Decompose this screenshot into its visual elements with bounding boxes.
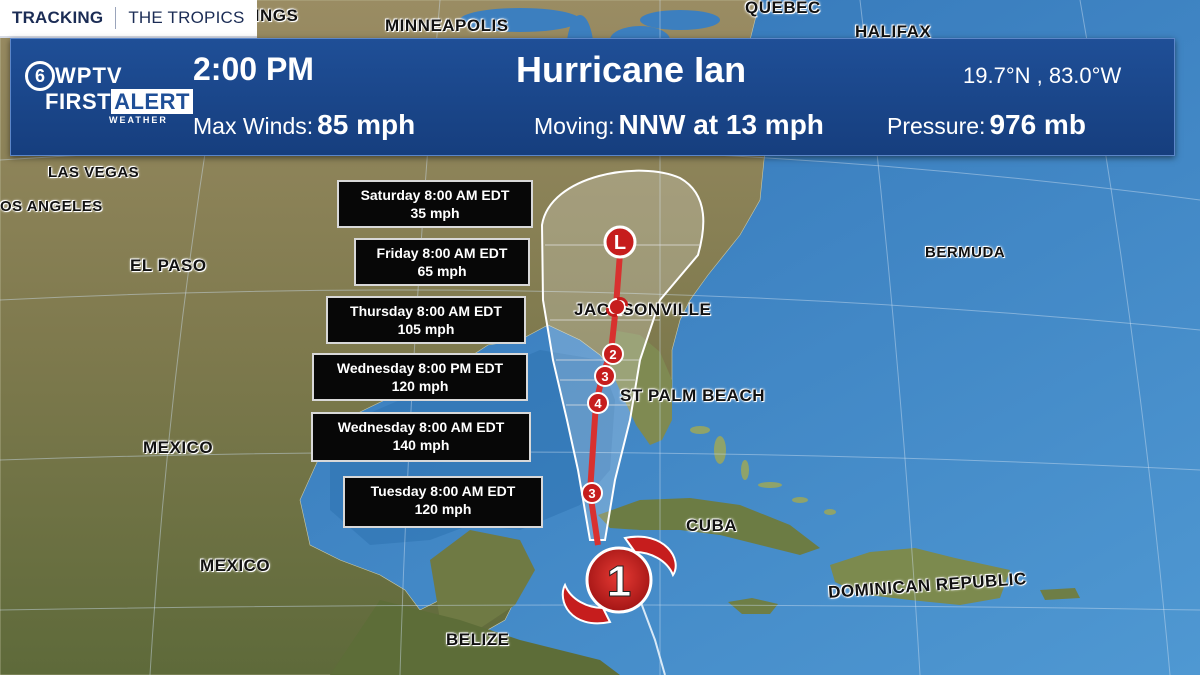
storm-coordinates: 19.7°N , 83.0°W: [963, 63, 1122, 88]
moving-value: NNW at 13 mph: [618, 109, 824, 140]
section-label: THE TROPICS: [128, 8, 245, 27]
movement: Moving: NNW at 13 mph: [534, 109, 824, 141]
channel-logo-icon: 6: [25, 61, 55, 91]
cuba-land: [598, 498, 820, 555]
forecast-speed: 105 mph: [397, 321, 455, 337]
weather-wordmark: WEATHER: [109, 115, 168, 125]
forecast-speed: 35 mph: [410, 205, 460, 221]
forecast-box-wednesday-pm: Wednesday 8:00 PM EDT 120 mph: [312, 353, 528, 401]
forecast-time: Thursday 8:00 AM EDT: [350, 303, 502, 319]
hispaniola-land: [830, 548, 1010, 605]
moving-label: Moving:: [534, 113, 615, 139]
forecast-speed: 65 mph: [417, 263, 467, 279]
map-label-mexico-south: MEXICO: [200, 556, 271, 575]
map-label-halifax: HALIFAX: [855, 22, 932, 41]
forecast-cat-wed-am: 4: [594, 396, 602, 411]
storm-name: Hurricane Ian: [516, 49, 747, 90]
forecast-time: Tuesday 8:00 AM EDT: [370, 483, 516, 499]
map-label-los-angeles: OS ANGELES: [0, 198, 103, 215]
pressure-label: Pressure:: [887, 113, 986, 139]
current-hurricane-icon: 1: [561, 535, 677, 625]
map-label-las-vegas: LAS VEGAS: [48, 164, 140, 181]
station-call-sign: WPTV: [55, 63, 123, 88]
pressure-value: 976 mb: [989, 109, 1086, 140]
forecast-speed: 120 mph: [414, 501, 472, 517]
forecast-speed: 120 mph: [391, 378, 449, 394]
alert-text: ALERT: [111, 89, 193, 114]
station-logo: 6 WPTV FIRST ALERT WEATHER: [19, 61, 193, 131]
forecast-box-tuesday: Tuesday 8:00 AM EDT 120 mph: [343, 476, 543, 528]
forecast-cat-wed-pm: 3: [601, 369, 608, 384]
map-label-belize: BELIZE: [446, 630, 510, 649]
current-category-label: 1: [607, 557, 631, 606]
forecast-hurricane-icon-cat3-wed-pm: 3: [594, 365, 616, 387]
past-track: [639, 599, 666, 675]
tracking-bar: TRACKING THE TROPICS: [0, 0, 257, 38]
forecast-hurricane-icon-cat3-tue: 3: [581, 482, 603, 504]
forecast-box-wednesday-am: Wednesday 8:00 AM EDT 140 mph: [311, 412, 531, 462]
map-label-west-palm-beach: ST PALM BEACH: [620, 386, 766, 405]
first-text: FIRST: [45, 89, 112, 114]
forecast-box-saturday: Saturday 8:00 AM EDT 35 mph: [337, 180, 533, 228]
forecast-box-friday: Friday 8:00 AM EDT 65 mph: [354, 238, 530, 286]
forecast-speed: 140 mph: [392, 437, 450, 453]
forecast-time: Friday 8:00 AM EDT: [376, 245, 508, 261]
map-label-jacksonville: JACKSONVILLE: [574, 300, 712, 319]
map-label-bermuda: BERMUDA: [925, 244, 1006, 261]
forecast-cat-thursday: 2: [609, 347, 616, 362]
bahamas-land: [690, 426, 836, 515]
forecast-time: Wednesday 8:00 PM EDT: [336, 360, 504, 376]
forecast-storm-icon-friday: [606, 297, 628, 317]
forecast-time: Saturday 8:00 AM EDT: [360, 187, 510, 203]
max-winds-value: 85 mph: [317, 109, 416, 140]
puerto-rico-land: [1040, 588, 1080, 600]
first-alert-wordmark: FIRST ALERT: [45, 89, 193, 115]
map-label-el-paso: EL PASO: [130, 256, 207, 275]
forecast-low-icon: L: [603, 225, 637, 259]
yucatan-land: [430, 530, 535, 635]
max-winds-label: Max Winds:: [193, 113, 314, 139]
map-label-cuba: CUBA: [686, 516, 738, 535]
forecast-low-label: L: [614, 232, 626, 254]
forecast-cat-tue: 3: [588, 486, 595, 501]
map-label-quebec: QUEBEC: [745, 0, 821, 17]
storm-info-header: 6 WPTV FIRST ALERT WEATHER 2:00 PM Hurric…: [10, 38, 1175, 156]
tracking-label: TRACKING: [12, 8, 104, 27]
tracking-divider: [115, 7, 117, 29]
map-label-mexico-north: MEXICO: [143, 438, 214, 457]
advisory-time: 2:00 PM: [193, 51, 314, 87]
forecast-time: Wednesday 8:00 AM EDT: [337, 419, 505, 435]
map-label-minneapolis: MINNEAPOLIS: [385, 16, 509, 35]
pressure: Pressure: 976 mb: [887, 109, 1086, 141]
forecast-hurricane-icon-cat4: 4: [587, 392, 609, 414]
forecast-hurricane-icon-cat2: 2: [602, 343, 624, 365]
forecast-box-thursday: Thursday 8:00 AM EDT 105 mph: [326, 296, 526, 344]
max-winds: Max Winds: 85 mph: [193, 109, 415, 141]
jamaica-land: [728, 598, 778, 614]
florida-land: [610, 330, 672, 445]
central-america-land: [330, 600, 620, 675]
